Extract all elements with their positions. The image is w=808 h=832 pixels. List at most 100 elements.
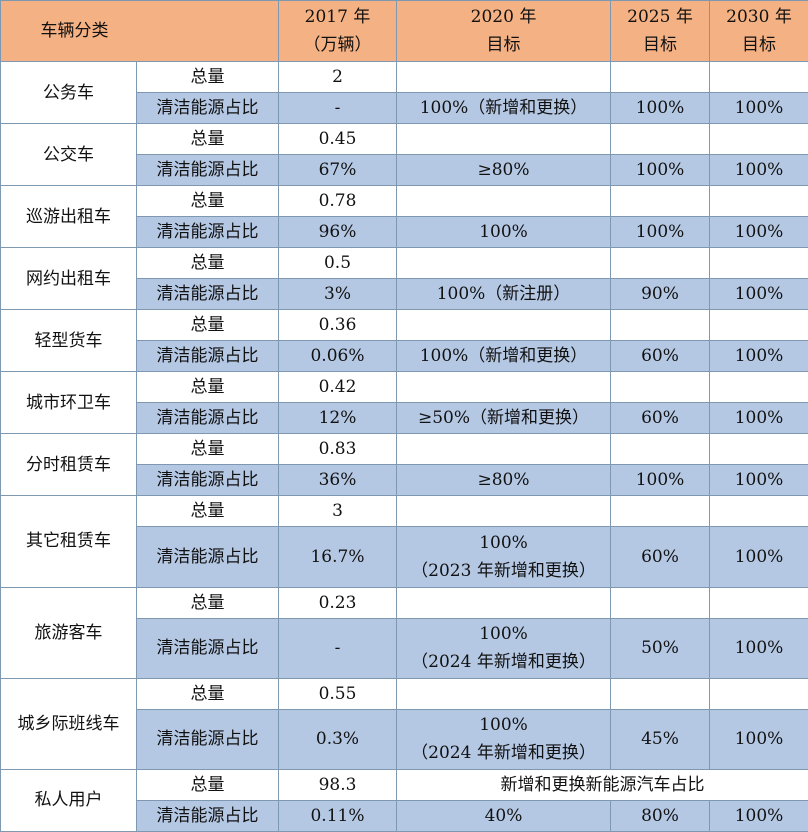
empty-cell — [709, 586, 808, 619]
target-2020-line: ≥50%（新增和更换） — [417, 408, 590, 429]
target-2020: 100%（新增和更换） — [396, 340, 611, 373]
total-value: 0.55 — [278, 677, 397, 710]
target-2025: 80% — [610, 799, 710, 832]
category-cell: 城乡际班线车 — [0, 677, 137, 770]
category-cell: 公务车 — [0, 60, 137, 125]
target-2020: 100% （2024 年新增和更换） — [396, 708, 611, 770]
empty-cell — [610, 495, 710, 528]
target-2025: 100% — [610, 92, 710, 125]
target-2030: 100% — [709, 154, 808, 187]
ratio-label: 清洁能源占比 — [136, 216, 279, 249]
empty-cell — [709, 123, 808, 156]
total-note: 新增和更换新能源汽车占比 — [396, 768, 808, 801]
table-row: 清洁能源占比 36% ≥80% 100% 100% — [1, 464, 808, 497]
ratio-2017: 36% — [278, 464, 397, 497]
total-label: 总量 — [136, 433, 279, 466]
target-2020: ≥50%（新增和更换） — [396, 402, 611, 435]
empty-cell — [709, 433, 808, 466]
target-2025: 90% — [610, 278, 710, 311]
total-label: 总量 — [136, 60, 279, 94]
target-2020: 100% （2023 年新增和更换） — [396, 526, 611, 588]
category-cell: 其它租赁车 — [0, 495, 137, 588]
empty-cell — [709, 60, 808, 94]
table-row: 公务车 总量 2 — [0, 60, 808, 125]
ratio-label: 清洁能源占比 — [136, 464, 279, 497]
header-category: 车辆分类 — [0, 0, 279, 62]
header-2017: 2017 年（万辆） — [278, 0, 397, 62]
header-2025: 2025 年目标 — [610, 0, 710, 62]
total-value: 0.78 — [278, 185, 397, 218]
ratio-2017: 0.11% — [278, 799, 397, 832]
empty-cell — [610, 371, 710, 404]
table-row: 城市环卫车 总量 0.42 — [0, 371, 808, 435]
target-2030: 100% — [709, 526, 808, 588]
category-cell: 旅游客车 — [0, 586, 137, 679]
empty-cell — [396, 247, 611, 280]
target-2025: 100% — [610, 154, 710, 187]
empty-cell — [396, 586, 611, 619]
total-label: 总量 — [136, 768, 279, 801]
total-value: 0.45 — [278, 123, 397, 156]
total-value: 98.3 — [278, 768, 397, 801]
ratio-2017: 16.7% — [278, 526, 397, 588]
empty-cell — [396, 433, 611, 466]
category-cell: 分时租赁车 — [0, 433, 137, 497]
target-2020-line: 100%（新增和更换） — [419, 346, 588, 367]
target-2030: 100% — [709, 464, 808, 497]
ratio-label: 清洁能源占比 — [136, 617, 279, 679]
target-2030: 100% — [709, 340, 808, 373]
ratio-label: 清洁能源占比 — [136, 402, 279, 435]
header-2030: 2030 年目标 — [709, 0, 808, 62]
target-2020: 100% — [396, 216, 611, 249]
category-cell: 巡游出租车 — [0, 185, 137, 249]
category-cell: 网约出租车 — [0, 247, 137, 311]
table-row: 巡游出租车 总量 0.78 — [0, 185, 808, 249]
total-value: 0.23 — [278, 586, 397, 619]
table-row: 轻型货车 总量 0.36 — [0, 309, 808, 373]
target-2020: ≥80% — [396, 464, 611, 497]
total-value: 3 — [278, 495, 397, 528]
target-2020: ≥80% — [396, 154, 611, 187]
target-2030: 100% — [709, 216, 808, 249]
category-cell: 城市环卫车 — [0, 371, 137, 435]
total-label: 总量 — [136, 371, 279, 404]
target-2020-line: ≥80% — [477, 160, 530, 181]
empty-cell — [396, 309, 611, 342]
table-row: 清洁能源占比 0.06% 100%（新增和更换） 60% 100% — [1, 340, 808, 373]
ratio-label: 清洁能源占比 — [136, 154, 279, 187]
category-cell: 公交车 — [0, 123, 137, 187]
empty-cell — [709, 371, 808, 404]
target-2025: 100% — [610, 216, 710, 249]
total-value: 2 — [278, 60, 397, 94]
target-2025: 100% — [610, 464, 710, 497]
target-2020: 100%（新注册） — [396, 278, 611, 311]
empty-cell — [396, 123, 611, 156]
table-row: 清洁能源占比 -100% （2024 年新增和更换） 50% 100% — [1, 617, 808, 679]
total-label: 总量 — [136, 677, 279, 710]
empty-cell — [610, 677, 710, 710]
ratio-label: 清洁能源占比 — [136, 340, 279, 373]
ratio-2017: 67% — [278, 154, 397, 187]
target-2030: 100% — [709, 92, 808, 125]
table-row: 其它租赁车 总量 3 — [0, 495, 808, 588]
target-2020-line: （2023 年新增和更换） — [411, 561, 596, 581]
target-2025: 60% — [610, 340, 710, 373]
table-row: 旅游客车 总量 0.23 — [0, 586, 808, 679]
table-row: 清洁能源占比 3% 100%（新注册） 90% 100% — [1, 278, 808, 311]
target-2020-line: 100% — [479, 222, 528, 243]
table-row: 网约出租车 总量 0.5 — [0, 247, 808, 311]
table-row: 清洁能源占比 0.11% 40% 80% 100% — [1, 799, 808, 832]
ratio-2017: 96% — [278, 216, 397, 249]
total-value: 0.42 — [278, 371, 397, 404]
category-cell: 私人用户 — [0, 768, 137, 832]
total-value: 0.5 — [278, 247, 397, 280]
target-2020-line: 100% — [479, 624, 528, 645]
table-row: 城乡际班线车 总量 0.55 — [0, 677, 808, 770]
total-value: 0.36 — [278, 309, 397, 342]
ratio-2017: - — [278, 617, 397, 679]
target-2030: 100% — [709, 799, 808, 832]
target-2020-line: （2024 年新增和更换） — [411, 652, 596, 673]
table-row: 清洁能源占比 - 100%（新增和更换） 100% 100% — [1, 92, 808, 125]
target-2020-line: ≥80% — [477, 470, 530, 491]
